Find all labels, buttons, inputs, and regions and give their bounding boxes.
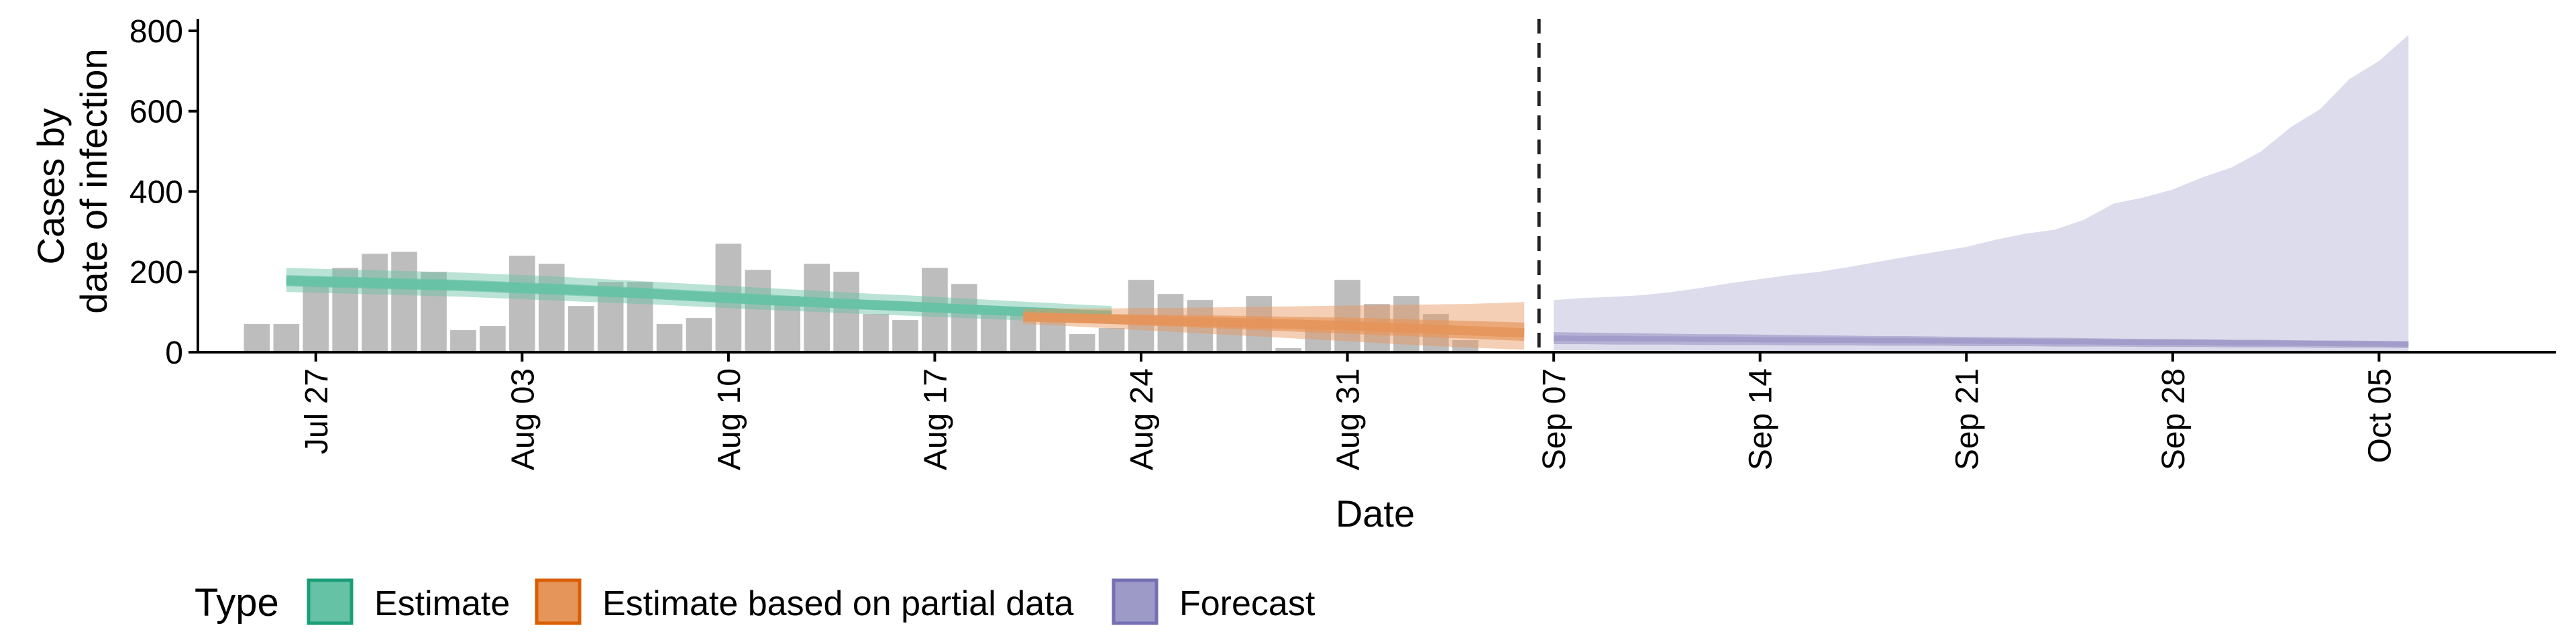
legend-key: [1112, 578, 1159, 625]
x-tick-label: Aug 31: [1331, 368, 1366, 470]
y-tick-label: 400: [129, 174, 183, 210]
legend-title: Type: [195, 581, 279, 625]
case-bar: [480, 326, 506, 352]
forecast-ribbon-90: [1554, 35, 2409, 352]
legend: Type Estimate Estimate based on partial d…: [195, 578, 1316, 625]
legend-key: [535, 578, 582, 625]
y-axis-title-line-1: Cases by: [30, 108, 72, 264]
y-tick-label: 200: [129, 255, 183, 290]
x-tick-label: Sep 07: [1537, 368, 1572, 470]
x-axis-title: Date: [1336, 492, 1415, 535]
case-bar: [244, 324, 270, 352]
case-bar: [833, 272, 859, 352]
legend-label: Forecast: [1179, 584, 1316, 623]
x-tick-label: Aug 03: [505, 368, 541, 470]
case-bar: [1275, 348, 1302, 352]
ribbons-layer: [286, 35, 2409, 352]
y-tick-label: 600: [129, 95, 183, 130]
case-bar: [568, 306, 594, 352]
case-bar: [362, 254, 388, 352]
legend-label: Estimate based on partial data: [602, 584, 1074, 623]
case-bar: [892, 320, 918, 352]
y-tick-label: 0: [165, 335, 183, 371]
plot-area: [244, 19, 2409, 352]
x-tick-label: Sep 21: [1949, 368, 1985, 470]
case-bar: [745, 270, 771, 352]
axes: 0 200 400 600 800 Jul 27 Aug 03 Aug 10 Aug 17 Au…: [129, 14, 2556, 470]
case-bar: [863, 314, 889, 352]
case-bar: [1452, 340, 1479, 352]
case-bar: [951, 284, 977, 352]
case-bar: [273, 324, 300, 352]
case-bar: [1334, 280, 1360, 352]
y-axis-ticks: 0 200 400 600 800: [129, 14, 198, 371]
x-tick-label: Sep 14: [1743, 368, 1779, 470]
case-bar: [804, 264, 830, 352]
y-axis-title-line-2: date of infection: [72, 48, 115, 313]
case-bar: [303, 280, 329, 352]
legend-label: Estimate: [374, 584, 510, 623]
x-tick-label: Aug 24: [1124, 368, 1160, 470]
case-bar: [1098, 328, 1125, 352]
x-tick-label: Aug 17: [918, 368, 953, 470]
partial-median-line: [1023, 312, 1525, 338]
case-bar: [450, 330, 476, 352]
x-tick-label: Sep 28: [2156, 368, 2192, 470]
case-bar: [508, 256, 535, 352]
x-tick-label: Oct 05: [2362, 368, 2398, 463]
y-tick-label: 800: [129, 14, 183, 50]
estimate-median-line: [286, 276, 1112, 320]
legend-key: [307, 578, 354, 625]
case-bar: [686, 318, 712, 352]
forecast-median-line: [1554, 335, 2409, 347]
x-tick-label: Aug 10: [712, 368, 747, 470]
case-bar: [1069, 334, 1095, 352]
x-axis-ticks: Jul 27 Aug 03 Aug 10 Aug 17 Aug 24 Aug 31 Sep …: [299, 352, 2398, 470]
case-bar: [656, 324, 683, 352]
x-tick-label: Jul 27: [299, 368, 335, 454]
case-bar: [538, 264, 565, 352]
case-bar: [391, 252, 417, 352]
y-axis-title: Cases by date of infection: [30, 48, 115, 313]
